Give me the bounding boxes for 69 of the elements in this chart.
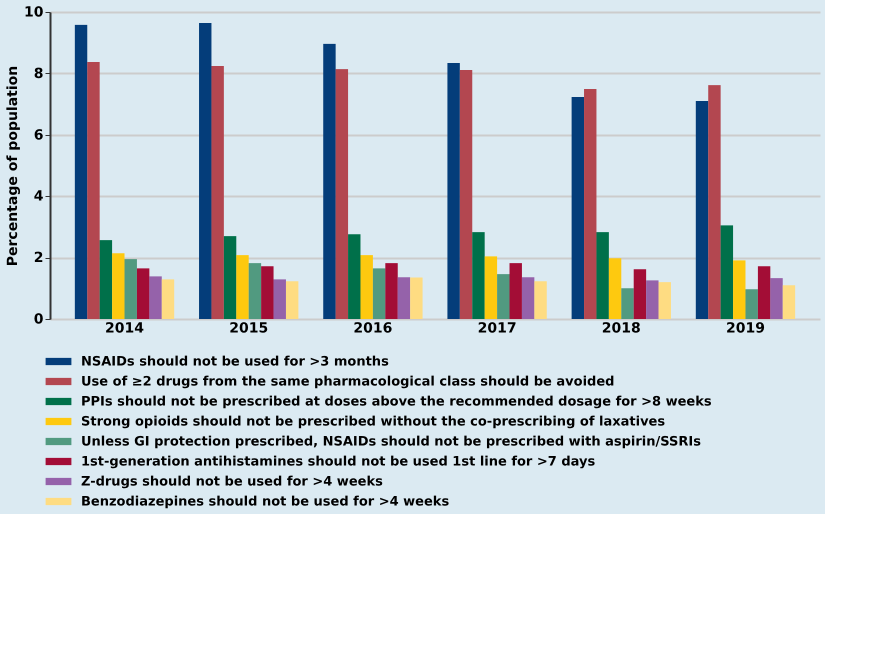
bar <box>696 101 708 319</box>
x-tick-label: 2015 <box>229 320 268 336</box>
y-tick-label: 8 <box>34 66 44 82</box>
bar <box>100 240 112 319</box>
bar <box>584 89 596 319</box>
bar <box>149 276 162 319</box>
bar <box>398 277 410 319</box>
bar <box>745 289 758 319</box>
bar <box>286 281 298 319</box>
legend-label: Use of ≥2 drugs from the same pharmacological class should be avoided <box>81 374 614 390</box>
legend-label: Unless GI protection prescribed, NSAIDs should not be prescribed with aspirin/SSRIs <box>81 434 702 450</box>
x-tick-label: 2014 <box>105 320 144 336</box>
bar <box>782 285 796 319</box>
bar <box>274 279 286 319</box>
bar <box>758 266 770 319</box>
bar <box>447 62 460 319</box>
bar <box>199 23 212 319</box>
bar <box>248 263 262 319</box>
bar <box>572 97 584 319</box>
legend-label: Strong opioids should not be prescribed without the co-prescribing of laxatives <box>81 414 666 430</box>
bar <box>770 278 783 319</box>
bar <box>211 66 224 319</box>
bar <box>708 85 721 319</box>
legend-label: Z-drugs should not be used for >4 weeks <box>81 474 384 490</box>
bar <box>87 62 100 319</box>
bar <box>733 260 746 319</box>
bar <box>720 225 734 319</box>
bar <box>136 268 150 319</box>
x-tick-label: 2017 <box>478 320 517 336</box>
bar <box>162 279 174 319</box>
bar <box>621 288 634 319</box>
bar <box>646 280 659 319</box>
bar <box>360 255 373 319</box>
bar <box>372 268 386 319</box>
bar <box>224 236 236 319</box>
legend-label: Benzodiazepines should not be used for >4 weeks <box>81 494 450 510</box>
bar <box>497 274 510 319</box>
bar <box>410 278 423 319</box>
y-axis-title: Percentage of population <box>5 66 22 266</box>
bar <box>484 256 498 319</box>
y-tick-label: 6 <box>34 127 44 144</box>
y-tick-label: 10 <box>24 4 44 20</box>
legend-label: PPIs should not be prescribed at doses above the recommended dosage for >8 weeks <box>81 394 712 410</box>
bar <box>522 277 534 319</box>
bar <box>323 44 336 319</box>
x-tick-label: 2016 <box>353 320 392 336</box>
y-tick-label: 0 <box>34 312 44 328</box>
bar <box>385 263 398 319</box>
bar <box>112 253 125 319</box>
bar <box>348 234 360 319</box>
legend-label: NSAIDs should not be used for >3 months <box>81 354 390 370</box>
bar <box>510 263 522 319</box>
bar <box>658 282 671 319</box>
bar <box>460 70 472 319</box>
x-tick-label: 2019 <box>726 320 765 336</box>
bar <box>74 24 88 319</box>
bar <box>596 232 609 319</box>
legend-label: 1st-generation antihistamines should not be used 1st line for >7 days <box>81 454 596 470</box>
bar <box>236 255 249 319</box>
y-tick-label: 2 <box>34 250 44 266</box>
y-tick-label: 4 <box>34 188 44 205</box>
bar <box>472 232 485 319</box>
bar <box>124 259 137 319</box>
bar <box>261 266 274 319</box>
bar <box>336 69 348 319</box>
bar <box>608 258 622 319</box>
x-tick-label: 2018 <box>602 320 641 336</box>
bar <box>534 281 547 319</box>
bar <box>634 269 646 319</box>
